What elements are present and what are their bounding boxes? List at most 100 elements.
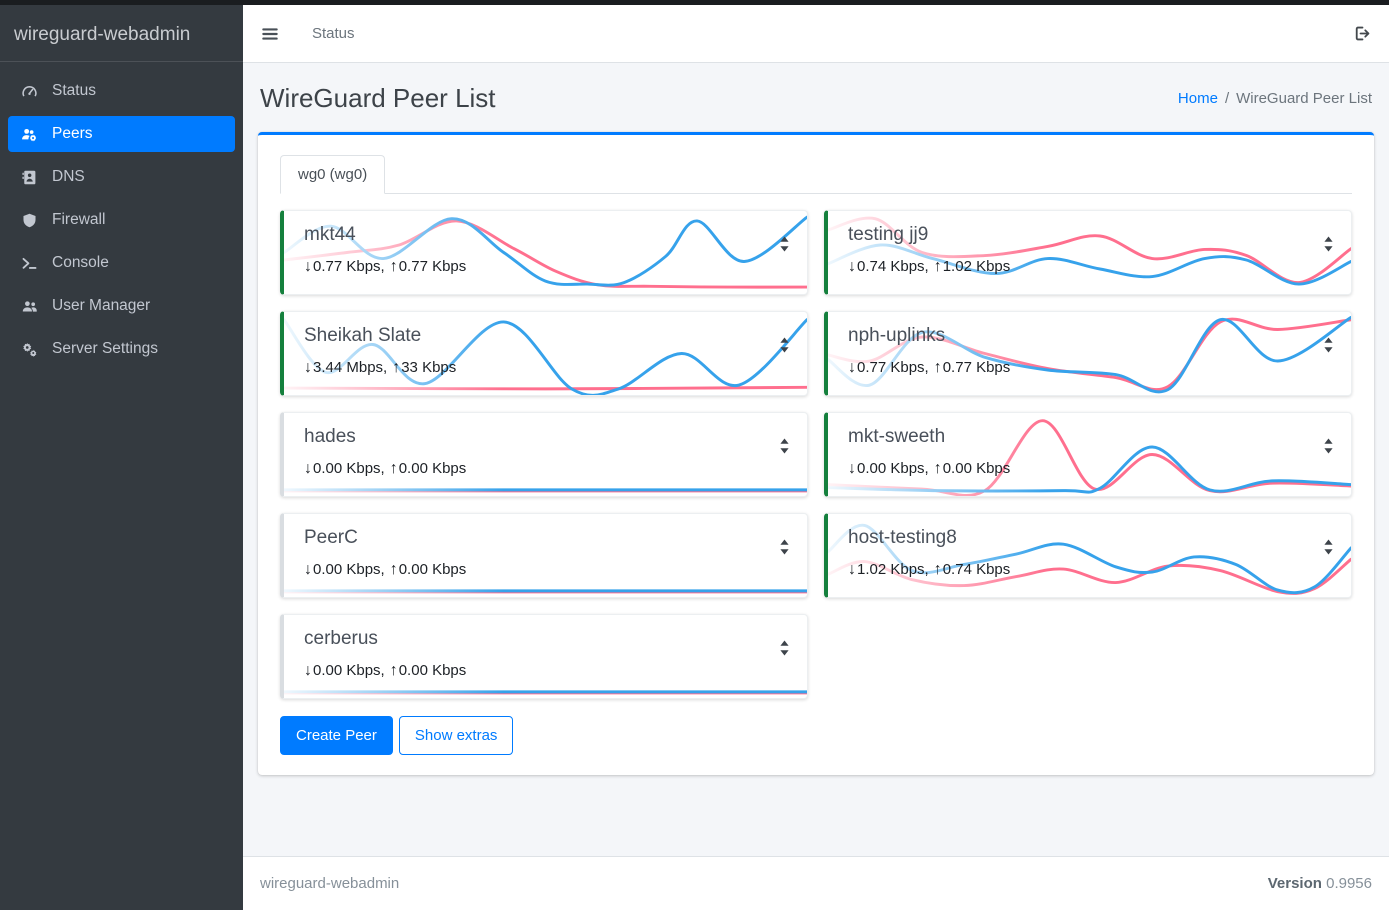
upload-arrow-icon: ↑ <box>392 359 401 376</box>
sidebar-item-firewall[interactable]: Firewall <box>8 202 235 238</box>
sort-icon[interactable] <box>779 236 790 257</box>
upload-arrow-icon: ↑ <box>389 662 398 679</box>
upload-arrow-icon: ↑ <box>933 460 942 477</box>
sidebar-item-user-manager[interactable]: User Manager <box>8 288 235 324</box>
sidebar-item-server-settings[interactable]: Server Settings <box>8 331 235 367</box>
shield-icon <box>16 212 43 229</box>
tachometer-icon <box>16 83 43 100</box>
sidebar: wireguard-webadmin Status Peers DNS Fire… <box>0 0 243 910</box>
sidebar-item-status[interactable]: Status <box>8 73 235 109</box>
users-icon <box>16 298 43 315</box>
download-arrow-icon: ↓ <box>848 258 856 275</box>
address-book-icon <box>16 169 43 186</box>
sort-icon[interactable] <box>779 640 790 661</box>
peer-name: PeerC <box>304 527 358 548</box>
peer-traffic-stats: ↓0.00 Kbps, ↑0.00 Kbps <box>304 561 787 579</box>
app-brand[interactable]: wireguard-webadmin <box>0 0 243 62</box>
content: WireGuard Peer List Home / WireGuard Peer … <box>243 63 1389 775</box>
peer-traffic-stats: ↓0.00 Kbps, ↑0.00 Kbps <box>304 662 787 680</box>
upload-arrow-icon: ↑ <box>933 359 942 376</box>
download-rate: 0.00 Kbps, <box>313 662 385 679</box>
peer-name: nph-uplinks <box>848 325 946 346</box>
tab-label: wg0 (wg0) <box>298 166 368 183</box>
download-arrow-icon: ↓ <box>848 561 856 578</box>
breadcrumb-current: WireGuard Peer List <box>1236 90 1372 107</box>
upload-rate: 33 Kbps <box>401 359 457 376</box>
download-rate: 3.44 Mbps, <box>313 359 388 376</box>
peer-card[interactable]: mkt44 ↓0.77 Kbps, ↑0.77 Kbps <box>280 210 808 295</box>
peer-traffic-stats: ↓0.74 Kbps, ↑1.02 Kbps <box>848 258 1331 276</box>
download-rate: 0.77 Kbps, <box>313 258 385 275</box>
sidebar-item-label: Console <box>52 254 109 271</box>
upload-arrow-icon: ↑ <box>389 258 398 275</box>
peer-list-card: wg0 (wg0) mkt44 ↓0.77 Kbps, ↑0.77 Kbps te… <box>258 132 1374 775</box>
peer-card[interactable]: mkt-sweeth ↓0.00 Kbps, ↑0.00 Kbps <box>824 412 1352 497</box>
download-rate: 0.00 Kbps, <box>857 460 929 477</box>
sort-icon[interactable] <box>1323 438 1334 459</box>
upload-rate: 0.77 Kbps <box>398 258 467 275</box>
sort-icon[interactable] <box>1323 539 1334 560</box>
peer-traffic-stats: ↓0.77 Kbps, ↑0.77 Kbps <box>848 359 1331 377</box>
peer-traffic-stats: ↓0.77 Kbps, ↑0.77 Kbps <box>304 258 787 276</box>
download-rate: 0.00 Kbps, <box>313 460 385 477</box>
download-rate: 0.77 Kbps, <box>857 359 929 376</box>
gears-icon <box>16 341 43 358</box>
sidebar-item-label: Status <box>52 82 96 99</box>
sidebar-item-label: Server Settings <box>52 340 158 357</box>
sort-icon[interactable] <box>779 539 790 560</box>
upload-rate: 0.00 Kbps <box>398 460 467 477</box>
logout-icon[interactable] <box>1353 24 1372 43</box>
peer-traffic-stats: ↓3.44 Mbps, ↑33 Kbps <box>304 359 787 377</box>
sidebar-item-label: User Manager <box>52 297 151 314</box>
peer-card[interactable]: PeerC ↓0.00 Kbps, ↑0.00 Kbps <box>280 513 808 598</box>
upload-rate: 0.00 Kbps <box>398 561 467 578</box>
peer-card[interactable]: testing jj9 ↓0.74 Kbps, ↑1.02 Kbps <box>824 210 1352 295</box>
download-rate: 0.74 Kbps, <box>857 258 929 275</box>
peer-name: testing jj9 <box>848 224 929 245</box>
version-label: Version <box>1267 875 1322 892</box>
page-title: WireGuard Peer List <box>260 83 496 113</box>
download-arrow-icon: ↓ <box>304 561 312 578</box>
show-extras-button[interactable]: Show extras <box>398 716 514 755</box>
breadcrumb: Home / WireGuard Peer List <box>1178 90 1372 107</box>
peer-traffic-stats: ↓1.02 Kbps, ↑0.74 Kbps <box>848 561 1331 579</box>
sidebar-item-dns[interactable]: DNS <box>8 159 235 195</box>
download-rate: 0.00 Kbps, <box>313 561 385 578</box>
breadcrumb-separator: / <box>1224 90 1230 107</box>
main-area: Status WireGuard Peer List Home / WireGuar… <box>243 5 1389 910</box>
peer-name: mkt-sweeth <box>848 426 946 447</box>
peer-traffic-stats: ↓0.00 Kbps, ↑0.00 Kbps <box>848 460 1331 478</box>
sort-icon[interactable] <box>1323 236 1334 257</box>
upload-arrow-icon: ↑ <box>389 460 398 477</box>
menu-toggle-icon[interactable] <box>260 24 280 44</box>
create-peer-button[interactable]: Create Peer <box>280 716 393 755</box>
download-rate: 1.02 Kbps, <box>857 561 929 578</box>
breadcrumb-home-link[interactable]: Home <box>1177 90 1218 107</box>
tab-wg0[interactable]: wg0 (wg0) <box>280 155 386 194</box>
sort-icon[interactable] <box>1323 337 1334 358</box>
upload-arrow-icon: ↑ <box>933 258 942 275</box>
peer-card[interactable]: Sheikah Slate ↓3.44 Mbps, ↑33 Kbps <box>280 311 808 396</box>
window-top-strip <box>0 0 1389 5</box>
peer-card[interactable]: hades ↓0.00 Kbps, ↑0.00 Kbps <box>280 412 808 497</box>
peer-card[interactable]: nph-uplinks ↓0.77 Kbps, ↑0.77 Kbps <box>824 311 1352 396</box>
upload-rate: 0.00 Kbps <box>398 662 467 679</box>
peer-name: Sheikah Slate <box>304 325 422 346</box>
sort-icon[interactable] <box>779 438 790 459</box>
sidebar-item-console[interactable]: Console <box>8 245 235 281</box>
sidebar-item-peers[interactable]: Peers <box>8 116 235 152</box>
download-arrow-icon: ↓ <box>848 359 856 376</box>
upload-rate: 0.74 Kbps <box>942 561 1011 578</box>
upload-rate: 0.00 Kbps <box>942 460 1011 477</box>
download-arrow-icon: ↓ <box>304 258 312 275</box>
sort-icon[interactable] <box>779 337 790 358</box>
download-arrow-icon: ↓ <box>304 359 312 376</box>
peer-name: mkt44 <box>304 224 356 245</box>
peer-card[interactable]: host-testing8 ↓1.02 Kbps, ↑0.74 Kbps <box>824 513 1352 598</box>
footer: wireguard-webadmin Version 0.9956 <box>243 856 1389 910</box>
peer-card[interactable]: cerberus ↓0.00 Kbps, ↑0.00 Kbps <box>280 614 808 699</box>
sidebar-nav: Status Peers DNS Firewall Console <box>0 62 243 385</box>
topbar-status-link[interactable]: Status <box>312 25 355 42</box>
peer-name: host-testing8 <box>848 527 957 548</box>
peer-traffic-stats: ↓0.00 Kbps, ↑0.00 Kbps <box>304 460 787 478</box>
